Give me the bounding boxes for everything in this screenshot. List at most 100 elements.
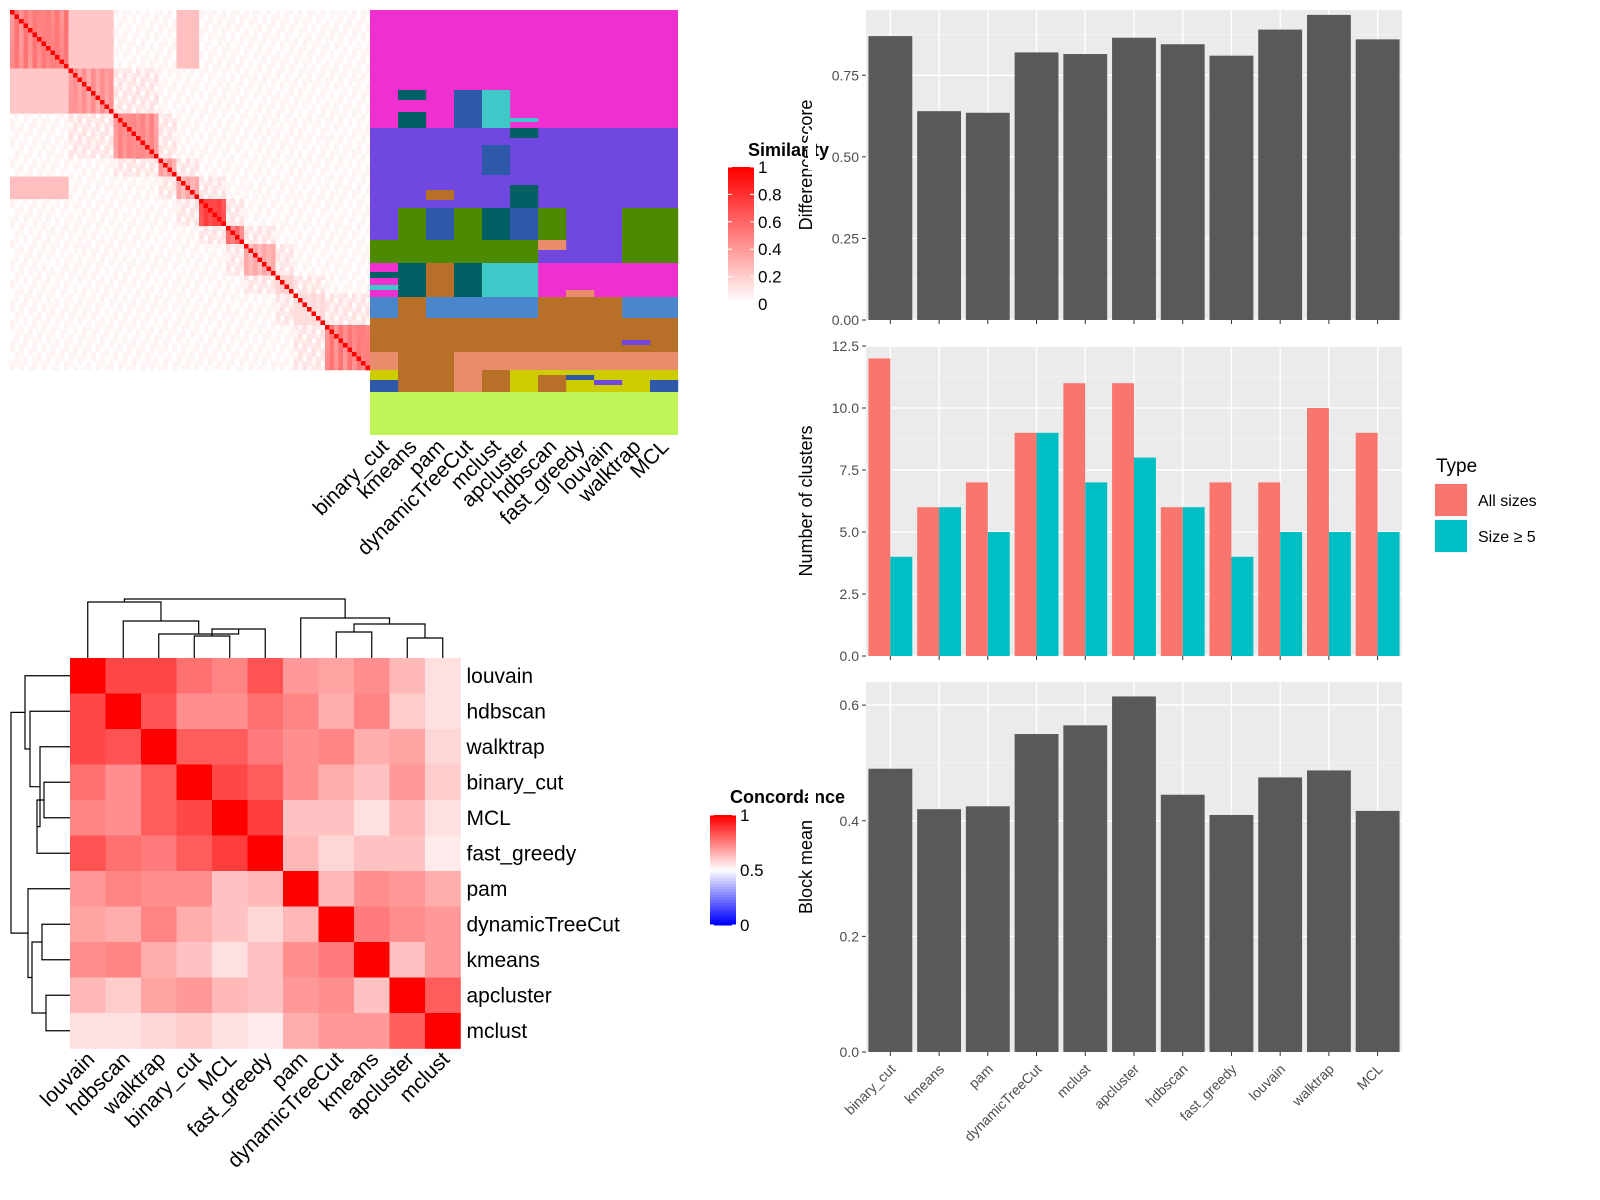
similarity-cell <box>149 154 155 159</box>
similarity-cell <box>212 248 218 254</box>
similarity-cell <box>361 275 366 281</box>
similarity-cell <box>100 109 105 114</box>
similarity-cell <box>10 73 15 78</box>
similarity-cell <box>239 221 245 227</box>
similarity-cell <box>28 104 33 110</box>
similarity-cell <box>10 118 15 123</box>
similarity-cell <box>55 163 60 168</box>
similarity-cell <box>113 172 119 177</box>
similarity-cell <box>46 361 51 366</box>
similarity-cell <box>257 86 263 92</box>
similarity-cell <box>365 316 371 321</box>
similarity-cell <box>59 55 65 60</box>
similarity-cell <box>127 167 132 173</box>
similarity-cell <box>185 14 191 20</box>
similarity-cell <box>149 289 155 294</box>
similarity-cell <box>181 122 186 128</box>
similarity-cell <box>50 329 56 335</box>
similarity-cell <box>50 149 56 155</box>
similarity-cell <box>14 23 20 29</box>
concordance-cell <box>176 764 213 801</box>
similarity-cell <box>329 275 335 281</box>
similarity-cell <box>338 244 344 249</box>
similarity-cell <box>158 82 164 87</box>
similarity-cell <box>163 203 168 209</box>
similarity-cell <box>37 41 42 47</box>
similarity-cell <box>298 320 303 326</box>
similarity-cell <box>91 131 96 137</box>
similarity-cell <box>100 118 105 123</box>
similarity-cell <box>284 59 290 65</box>
similarity-cell <box>194 19 200 24</box>
similarity-cell <box>23 221 29 227</box>
similarity-cell <box>226 23 231 29</box>
similarity-cell <box>289 149 294 155</box>
similarity-cell <box>109 154 114 159</box>
similarity-cell <box>311 212 317 218</box>
similarity-cell <box>163 95 168 101</box>
similarity-cell <box>352 365 357 371</box>
similarity-cell <box>253 289 258 294</box>
similarity-cell <box>347 145 353 150</box>
similarity-cell <box>181 127 186 132</box>
similarity-cell <box>280 253 285 258</box>
similarity-cell <box>239 77 245 83</box>
similarity-cell <box>235 284 240 290</box>
similarity-cell <box>172 82 177 87</box>
concordance-cell <box>389 942 426 978</box>
similarity-cell <box>221 221 227 227</box>
similarity-cell <box>82 149 87 155</box>
similarity-cell <box>320 136 326 141</box>
similarity-cell <box>158 86 164 92</box>
similarity-cell <box>208 212 213 218</box>
similarity-cell <box>176 73 182 78</box>
similarity-cell <box>176 55 182 60</box>
similarity-cell <box>356 167 362 173</box>
similarity-cell <box>226 109 231 114</box>
similarity-cell <box>275 28 281 33</box>
x-tick-label: walktrap <box>1288 1061 1337 1110</box>
similarity-cell <box>68 352 74 357</box>
similarity-cell <box>28 325 33 330</box>
similarity-cell <box>86 361 92 366</box>
similarity-cell <box>311 293 317 299</box>
similarity-cell <box>212 73 218 78</box>
similarity-cell <box>275 262 281 267</box>
similarity-cell <box>10 14 15 20</box>
similarity-cell <box>329 95 335 101</box>
similarity-cell <box>64 208 69 213</box>
similarity-cell <box>167 10 173 15</box>
similarity-cell <box>190 293 195 299</box>
similarity-cell <box>55 59 60 65</box>
similarity-cell <box>365 325 371 330</box>
similarity-cell <box>280 104 285 110</box>
similarity-cell <box>109 95 114 101</box>
x-tick-label: pam <box>965 1061 996 1092</box>
similarity-cell <box>41 59 47 65</box>
similarity-cell <box>10 239 15 245</box>
similarity-cell <box>239 118 245 123</box>
similarity-cell <box>316 73 321 78</box>
similarity-cell <box>113 356 119 362</box>
similarity-cell <box>289 127 294 132</box>
similarity-cell <box>185 221 191 227</box>
similarity-cell <box>275 248 281 254</box>
similarity-cell <box>10 104 15 110</box>
similarity-cell <box>113 95 119 101</box>
similarity-cell <box>37 181 42 186</box>
similarity-cell <box>338 73 344 78</box>
similarity-cell <box>91 167 96 173</box>
similarity-cell <box>320 248 326 254</box>
similarity-cell <box>307 329 312 335</box>
similarity-cell <box>334 109 339 114</box>
similarity-cell <box>10 217 15 222</box>
similarity-cell <box>239 284 245 290</box>
similarity-cell <box>109 298 114 303</box>
similarity-cell <box>325 347 330 353</box>
similarity-cell <box>271 320 276 326</box>
similarity-cell <box>293 311 299 317</box>
similarity-cell <box>64 257 69 263</box>
similarity-cell <box>104 46 110 51</box>
similarity-cell <box>68 127 74 132</box>
similarity-cell <box>68 271 74 276</box>
